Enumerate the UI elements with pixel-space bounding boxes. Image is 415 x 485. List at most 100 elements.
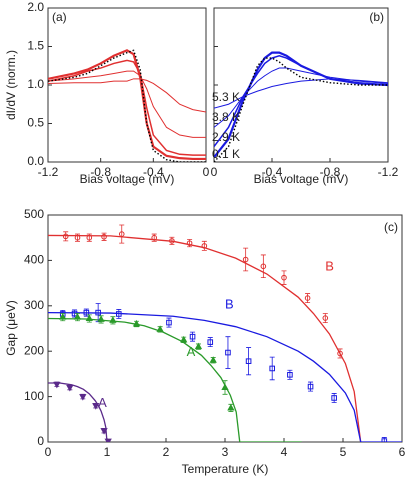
error-bar xyxy=(225,336,231,369)
point xyxy=(304,295,311,301)
data-curve xyxy=(48,49,206,161)
annotation: 3.8 K xyxy=(212,110,240,124)
y-tick-label: 0.5 xyxy=(27,116,44,130)
data-curve xyxy=(214,54,388,148)
plot-area xyxy=(48,49,206,162)
error-bar xyxy=(207,337,213,348)
error-bar xyxy=(166,317,172,328)
point xyxy=(118,231,125,237)
y-tick-label: 2.0 xyxy=(27,0,44,14)
point xyxy=(151,234,157,241)
error-bar xyxy=(322,313,328,323)
panel-label: (c) xyxy=(384,220,398,234)
point xyxy=(207,339,214,345)
panel-label: (b) xyxy=(369,10,384,24)
point xyxy=(227,403,235,411)
x-axis-title: Bias voltage (mV) xyxy=(254,172,349,186)
theory-curve xyxy=(48,49,206,162)
point xyxy=(381,438,388,442)
point xyxy=(85,314,93,322)
point xyxy=(322,315,329,321)
y-tick-label: 1.5 xyxy=(27,39,44,53)
error-bar xyxy=(260,254,266,279)
point xyxy=(109,316,117,323)
point xyxy=(79,394,87,401)
point xyxy=(166,319,172,326)
point xyxy=(287,372,293,378)
data-curve xyxy=(214,51,388,159)
point xyxy=(53,381,61,389)
point xyxy=(132,319,141,327)
y-tick-label: 500 xyxy=(24,207,44,221)
point xyxy=(242,256,249,263)
point xyxy=(245,358,252,364)
y-axis-title: dI/dV (norm.) xyxy=(4,50,18,120)
point xyxy=(194,342,203,350)
point xyxy=(209,356,217,363)
y-tick-label: 0.0 xyxy=(27,154,44,168)
point xyxy=(260,263,267,270)
x-tick-label: -1.2 xyxy=(38,165,59,179)
x-tick-label: -0.8 xyxy=(90,165,111,179)
data-curve xyxy=(48,78,206,113)
error-bar xyxy=(246,347,252,376)
y-tick-label: 200 xyxy=(24,343,44,357)
point xyxy=(73,313,82,320)
fit-curve xyxy=(48,382,108,442)
x-tick-label: 0 xyxy=(203,165,210,179)
x-tick-label: -1.2 xyxy=(378,165,399,179)
x-tick-label: 1 xyxy=(104,445,111,459)
error-bar xyxy=(190,331,196,342)
error-bar xyxy=(308,381,314,392)
point xyxy=(97,315,105,322)
point xyxy=(74,234,81,241)
x-tick-label: 0 xyxy=(45,445,52,459)
point xyxy=(307,383,314,390)
y-tick-label: 100 xyxy=(24,389,44,403)
y-tick-label: 1.0 xyxy=(27,77,44,91)
error-bar xyxy=(305,293,311,304)
x-tick-label: 4 xyxy=(281,445,288,459)
x-tick-label: -0.8 xyxy=(320,165,341,179)
error-bar xyxy=(119,224,125,244)
error-bar xyxy=(331,393,337,403)
x-axis-title: Temperature (K) xyxy=(182,462,269,476)
point xyxy=(281,274,287,281)
error-bar xyxy=(269,356,275,381)
error-bar xyxy=(337,348,343,359)
fit-curve xyxy=(48,234,362,442)
point xyxy=(269,365,275,372)
x-tick-label: 2 xyxy=(163,445,170,459)
panel-label: (a) xyxy=(52,10,67,24)
y-tick-label: 300 xyxy=(24,298,44,312)
y-tick-label: 0 xyxy=(37,434,44,448)
y-tick-label: 400 xyxy=(24,253,44,267)
point xyxy=(169,238,175,244)
fit-curve xyxy=(48,317,302,442)
point xyxy=(92,403,100,410)
point xyxy=(59,313,67,320)
error-bar xyxy=(287,369,293,380)
point xyxy=(100,428,108,435)
point xyxy=(104,438,112,442)
point xyxy=(225,349,231,356)
y-axis-title: Gap (μeV) xyxy=(4,300,18,356)
annotation: A xyxy=(187,344,196,359)
x-tick-label: 5 xyxy=(340,445,347,459)
x-tick-label: -0.4 xyxy=(262,165,283,179)
annotation: B xyxy=(325,259,334,274)
point xyxy=(62,233,69,240)
error-bar xyxy=(243,247,249,272)
x-axis-title: Bias voltage (mV) xyxy=(80,172,175,186)
annotation: A xyxy=(98,395,107,410)
point xyxy=(116,311,122,317)
x-tick-label: -0.4 xyxy=(143,165,164,179)
error-bar xyxy=(281,270,287,285)
plot-area xyxy=(48,224,402,442)
point xyxy=(101,233,107,240)
point xyxy=(221,383,229,391)
annotation: B xyxy=(225,296,234,311)
point xyxy=(337,350,343,357)
x-tick-label: 0 xyxy=(211,165,218,179)
